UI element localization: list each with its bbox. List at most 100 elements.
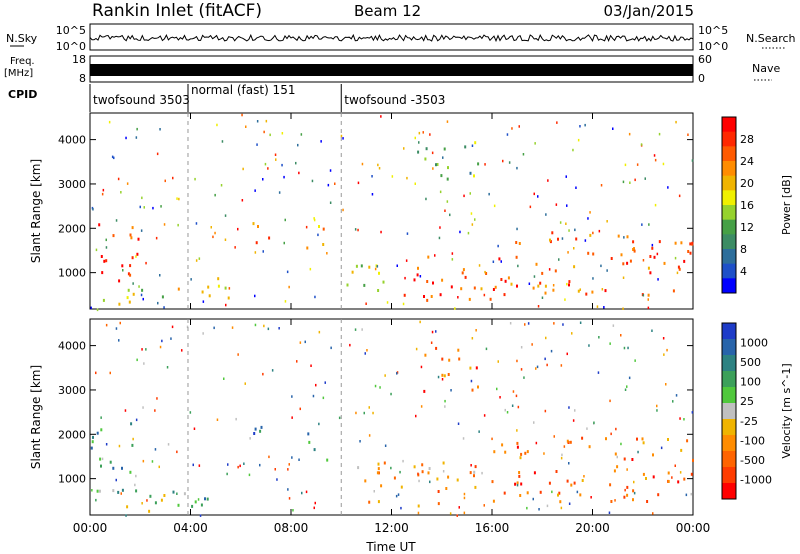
echo-cell [560,506,563,510]
echo-cell [109,460,112,464]
echo-cell [314,501,316,505]
echo-cell [653,154,656,157]
colorbar-segment [722,435,736,452]
echo-cell [171,325,174,329]
echo-cell [628,376,631,380]
echo-cell [450,389,452,392]
colorbar-segment [722,219,736,235]
echo-cell [592,277,594,280]
echo-cell [122,269,124,272]
echo-cell [441,278,444,282]
echo-cell [105,259,108,263]
echo-cell [267,327,270,331]
echo-cell [642,294,645,297]
echo-cell [606,269,608,272]
echo-cell [567,251,569,254]
echo-cell [649,255,652,258]
echo-cell [413,278,416,282]
echo-cell [560,364,563,367]
echo-cell [206,497,209,501]
echo-cell [553,322,555,325]
echo-cell [126,296,129,300]
echo-cell [473,474,475,478]
echo-cell [564,298,566,301]
echo-cell [632,498,634,502]
echo-cell [113,156,115,160]
echo-cell [155,236,158,240]
echo-cell [446,200,449,203]
echo-cell [268,455,270,459]
echo-cell [593,421,595,424]
echo-cell [574,228,576,232]
echo-cell [574,409,576,412]
echo-cell [151,460,154,463]
echo-cell [399,470,401,474]
echo-cell [406,232,409,235]
echo-cell [565,175,567,178]
echo-cell [108,120,111,124]
colorbar-tick-label: -25 [740,415,758,428]
echo-cell [419,275,422,278]
echo-cell [183,492,186,496]
echo-cell [504,450,507,454]
echo-cell [526,450,529,454]
echo-cell [522,153,525,156]
echo-cell [489,297,492,301]
echo-cell [100,416,102,419]
echo-cell [368,406,370,409]
echo-cell [330,346,332,350]
echo-cell [140,229,143,232]
echo-cell [457,422,460,425]
echo-cell [227,463,229,466]
echo-cell [92,435,94,439]
echo-cell [478,264,481,267]
colorbar-segment [722,175,736,191]
echo-cell [606,220,608,223]
echo-cell [614,499,616,502]
nsky-tick-bottom: 10^0 [56,40,86,53]
echo-cell [678,267,681,271]
echo-cell [483,293,486,297]
echo-cell [435,330,437,333]
echo-cell [552,288,555,292]
echo-cell [159,274,161,277]
echo-cell [396,371,399,374]
colorbar-segment [722,249,736,265]
echo-cell [208,294,211,298]
echo-cell [520,346,523,349]
echo-cell [98,223,101,227]
echo-cell [131,256,134,260]
echo-cell [268,236,271,240]
echo-cell [566,352,568,356]
echo-cell [591,290,594,294]
colorbar-tick-label: 24 [740,155,754,168]
echo-cell [355,264,358,268]
echo-cell [588,445,591,449]
colorbar-tick-label: -500 [740,454,765,467]
echo-cell [105,246,108,249]
header-beam-title: Beam 12 [354,2,421,20]
echo-cell [286,270,289,274]
echo-cell [145,348,147,351]
echo-cell [305,225,308,229]
echo-cell [284,218,286,222]
echo-cell [533,471,536,475]
echo-cell [417,266,419,270]
echo-cells [90,320,694,517]
echo-cell [417,472,419,476]
echo-cell [517,264,519,268]
echo-cell [459,230,461,234]
colorbar-segment [722,371,736,388]
echo-cell [287,468,289,471]
x-tick-label: 12:00 [374,521,409,535]
echo-cell [326,252,328,255]
echo-cell [423,295,425,298]
freq-tick-bottom: 8 [79,72,86,85]
echo-cell [636,437,638,441]
echo-cell [626,493,629,497]
echo-cell [318,422,320,426]
echo-cell [100,255,103,258]
nave-tick-top: 60 [698,53,712,66]
echo-cell [654,203,657,207]
echo-cell [121,488,124,492]
